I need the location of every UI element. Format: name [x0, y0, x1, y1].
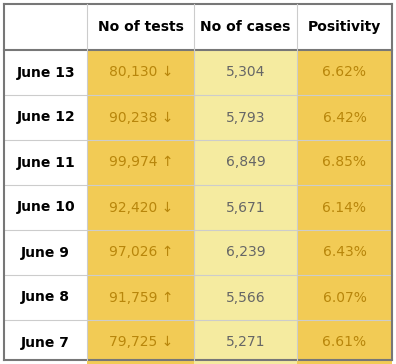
Bar — [88, 185, 194, 230]
Text: 97,026 ↑: 97,026 ↑ — [109, 245, 173, 260]
Text: 92,420 ↓: 92,420 ↓ — [109, 201, 173, 214]
Bar — [88, 4, 194, 50]
Bar — [194, 320, 297, 364]
Bar — [4, 275, 88, 320]
Text: 5,271: 5,271 — [226, 336, 265, 349]
Text: No of tests: No of tests — [98, 20, 184, 34]
Text: June 8: June 8 — [21, 290, 70, 305]
Text: 99,974 ↑: 99,974 ↑ — [109, 155, 173, 170]
Text: Positivity: Positivity — [308, 20, 381, 34]
Bar — [194, 4, 297, 50]
Bar — [88, 50, 194, 95]
Bar — [4, 95, 88, 140]
Bar — [194, 230, 297, 275]
Text: June 10: June 10 — [16, 201, 75, 214]
Bar — [297, 230, 392, 275]
Text: 6.14%: 6.14% — [322, 201, 366, 214]
Bar — [88, 230, 194, 275]
Text: June 9: June 9 — [21, 245, 70, 260]
Text: 5,566: 5,566 — [226, 290, 265, 305]
Text: June 7: June 7 — [21, 336, 70, 349]
Bar — [297, 320, 392, 364]
Text: 5,793: 5,793 — [226, 111, 265, 124]
Bar — [194, 140, 297, 185]
Text: 79,725 ↓: 79,725 ↓ — [109, 336, 173, 349]
Bar — [194, 50, 297, 95]
Bar — [297, 4, 392, 50]
Bar — [194, 185, 297, 230]
Text: 6.85%: 6.85% — [322, 155, 366, 170]
Text: June 11: June 11 — [16, 155, 75, 170]
Text: 5,304: 5,304 — [226, 66, 265, 79]
Bar — [4, 50, 88, 95]
Bar — [4, 320, 88, 364]
Bar — [4, 185, 88, 230]
Bar — [88, 275, 194, 320]
Text: 6.42%: 6.42% — [322, 111, 366, 124]
Bar — [297, 140, 392, 185]
Bar — [297, 95, 392, 140]
Text: 6,849: 6,849 — [226, 155, 265, 170]
Bar — [4, 140, 88, 185]
Bar — [88, 95, 194, 140]
Bar — [297, 50, 392, 95]
Text: 90,238 ↓: 90,238 ↓ — [109, 111, 173, 124]
Bar — [297, 185, 392, 230]
Text: 6.07%: 6.07% — [322, 290, 366, 305]
Text: 91,759 ↑: 91,759 ↑ — [109, 290, 173, 305]
Text: June 12: June 12 — [16, 111, 75, 124]
Bar — [88, 140, 194, 185]
Text: 80,130 ↓: 80,130 ↓ — [109, 66, 173, 79]
Text: No of cases: No of cases — [200, 20, 291, 34]
Text: 5,671: 5,671 — [226, 201, 265, 214]
Bar — [4, 230, 88, 275]
Text: 6.61%: 6.61% — [322, 336, 367, 349]
Bar — [4, 4, 88, 50]
Text: 6.62%: 6.62% — [322, 66, 366, 79]
Bar — [194, 95, 297, 140]
Text: 6,239: 6,239 — [226, 245, 265, 260]
Bar — [297, 275, 392, 320]
Text: June 13: June 13 — [16, 66, 75, 79]
Text: 6.43%: 6.43% — [322, 245, 366, 260]
Bar — [88, 320, 194, 364]
Bar — [194, 275, 297, 320]
